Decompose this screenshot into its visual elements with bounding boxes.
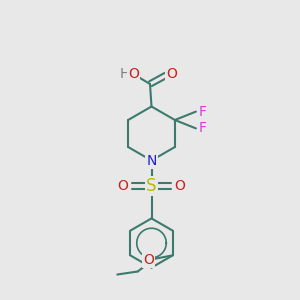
Text: S: S	[146, 177, 157, 195]
Text: O: O	[175, 179, 185, 193]
Text: N: N	[146, 154, 157, 167]
Text: F: F	[199, 122, 206, 135]
Text: O: O	[143, 253, 154, 266]
Text: O: O	[118, 179, 128, 193]
Text: O: O	[167, 67, 177, 80]
Text: H: H	[119, 67, 130, 80]
Text: O: O	[128, 67, 139, 80]
Text: F: F	[199, 105, 206, 118]
